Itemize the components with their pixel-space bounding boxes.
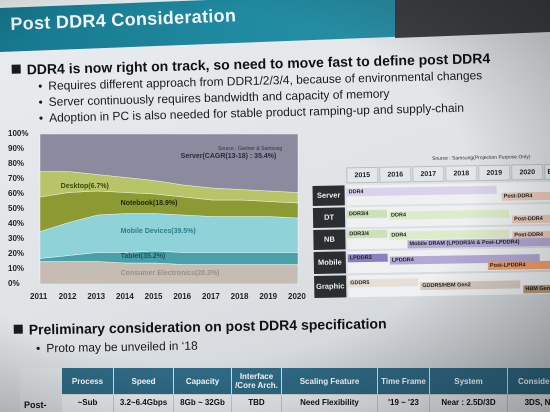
bullet-item: Proto may be unveiled in ‘18 — [36, 339, 198, 356]
table-header-cell: Process — [62, 368, 114, 394]
table-cell: 8Gb ~ 32Gb — [174, 395, 232, 412]
x-tick-label: 2019 — [259, 292, 278, 301]
y-tick-label: 70% — [8, 174, 25, 183]
series-label: Mobile Devices(39.5%) — [120, 228, 196, 236]
table-header-cell: Scaling Feature — [282, 368, 378, 394]
table-header-cell: Interface /Core Arch. — [232, 368, 282, 394]
spec-table: Post- Process Speed Capacity Interface /… — [20, 368, 550, 412]
y-tick-label: 30% — [8, 234, 25, 243]
chart-source: Source : Gartner & Samsung — [218, 146, 283, 152]
x-tick-label: 2012 — [58, 292, 77, 301]
series-label: Consumer Electronics(20.3%) — [120, 269, 220, 277]
table-header-cell: Capacity — [174, 368, 232, 394]
square-bullet-icon — [13, 324, 23, 334]
x-tick-label: 2015 — [144, 292, 163, 301]
section2-heading-text: Preliminary consideration on post DDR4 s… — [28, 315, 387, 338]
y-tick-label: 50% — [8, 204, 25, 213]
table-cell: '19 ~ '23 — [378, 395, 430, 412]
table-cell: 3.2~6.4Gbps — [114, 395, 174, 412]
table-cell: 3DS, N — [508, 395, 550, 412]
table-row-header: Post- — [20, 368, 62, 412]
section2-heading: Preliminary consideration on post DDR4 s… — [13, 315, 387, 338]
x-tick-label: 2016 — [173, 292, 192, 301]
table-cell: Near : 2.5D/3D — [430, 395, 508, 412]
y-tick-label: 40% — [8, 219, 25, 228]
area-series-5 — [39, 133, 299, 193]
chart-svg — [39, 133, 299, 285]
table-header-cell: Time Frame — [378, 368, 430, 394]
series-label: Tablet(35.2%) — [120, 253, 166, 260]
x-tick-label: 2018 — [230, 292, 249, 301]
row-label: Post- — [24, 400, 47, 410]
y-tick-label: 90% — [8, 144, 25, 153]
table-cell: TBD — [232, 395, 282, 412]
table-header-cell: Considera — [508, 368, 550, 394]
x-tick-label: 2011 — [30, 292, 48, 301]
y-tick-label: 0% — [8, 279, 20, 288]
x-tick-label: 2014 — [116, 292, 134, 301]
y-tick-label: 100% — [8, 129, 29, 138]
area-chart: 100% 90% 80% 70% 60% 50% 40% 30% 20% 10% 0% 2011 20… — [8, 128, 308, 308]
series-label: Notebook(18.9%) — [120, 199, 178, 207]
x-tick-label: 2020 — [288, 292, 306, 301]
series-label: Server(CAGR(13-18) : 35.4%) — [180, 153, 277, 161]
table-header-cell: Speed — [114, 368, 174, 394]
y-tick-label: 10% — [8, 264, 25, 273]
x-tick-label: 2013 — [87, 292, 106, 301]
y-tick-label: 20% — [8, 249, 25, 258]
table-header-cell: System — [430, 368, 508, 394]
x-tick-label: 2017 — [202, 292, 220, 301]
table-cell: Need Flexibility — [282, 395, 378, 412]
series-label: Desktop(6.7%) — [60, 183, 109, 191]
table-cell: ~Sub — [62, 395, 114, 412]
y-tick-label: 60% — [8, 189, 25, 198]
y-tick-label: 80% — [8, 159, 25, 168]
